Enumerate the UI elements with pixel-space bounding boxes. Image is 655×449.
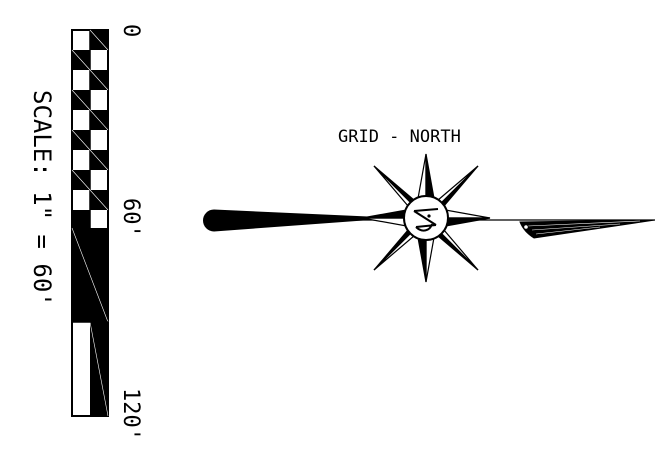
scale-bar: 0 60' 120' SCALE: 1" = 60' [28, 24, 143, 441]
compass-star [361, 153, 491, 283]
scale-caption: SCALE: 1" = 60' [28, 90, 56, 307]
scale-tick-60: 60' [118, 198, 143, 238]
scale-bar-checkers [71, 29, 109, 228]
north-arrow-label: GRID - NORTH [338, 127, 461, 147]
pointer-pivot-dot [523, 224, 529, 230]
scale-tick-0: 0 [118, 24, 143, 37]
scale-bar-lower [71, 227, 109, 417]
scale-tick-120: 120' [118, 388, 143, 441]
north-monogram-icon [413, 208, 439, 232]
north-arrow: GRID - NORTH [203, 127, 655, 283]
pointer-head [519, 219, 655, 239]
